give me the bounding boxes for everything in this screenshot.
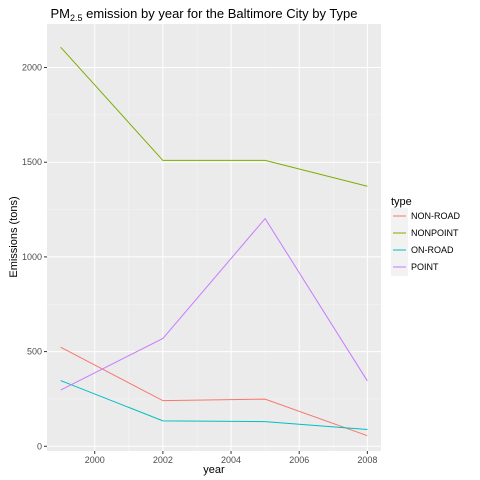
legend-label: NON-ROAD [411,211,460,221]
grid-major [47,24,381,451]
x-tick-label: 2000 [85,455,105,465]
legend-label: POINT [411,262,439,272]
plot-panel [47,24,381,451]
y-tick-label: 1500 [22,157,42,167]
chart-title: PM2.5 emission by year for the Baltimore… [50,6,357,23]
x-tick-label: 2008 [357,455,377,465]
x-tick-label: 2006 [289,455,309,465]
y-tick-label: 2000 [22,63,42,73]
series-line-point [60,217,368,391]
y-axis: 0 500 1000 1500 2000 [22,63,47,451]
y-tick-label: 500 [27,347,42,357]
x-axis: 2000 2002 2004 2006 2008 [85,451,377,465]
series-line-non-road [60,346,368,437]
series-lines [60,46,368,437]
grid-minor [47,24,381,451]
x-tick-label: 2004 [221,455,241,465]
x-tick-label: 2002 [153,455,173,465]
legend-label: ON-ROAD [411,245,454,255]
series-line-on-road [60,380,368,431]
legend: type NON-ROAD NONPOINT ON-ROAD POINT [391,196,460,276]
legend-label: NONPOINT [411,228,459,238]
series-line-nonpoint [60,46,368,187]
y-tick-label: 0 [37,441,42,451]
y-axis-title: Emissions (tons) [8,196,20,277]
x-axis-title: year [203,464,225,476]
y-tick-label: 1000 [22,252,42,262]
legend-title: type [391,196,412,208]
